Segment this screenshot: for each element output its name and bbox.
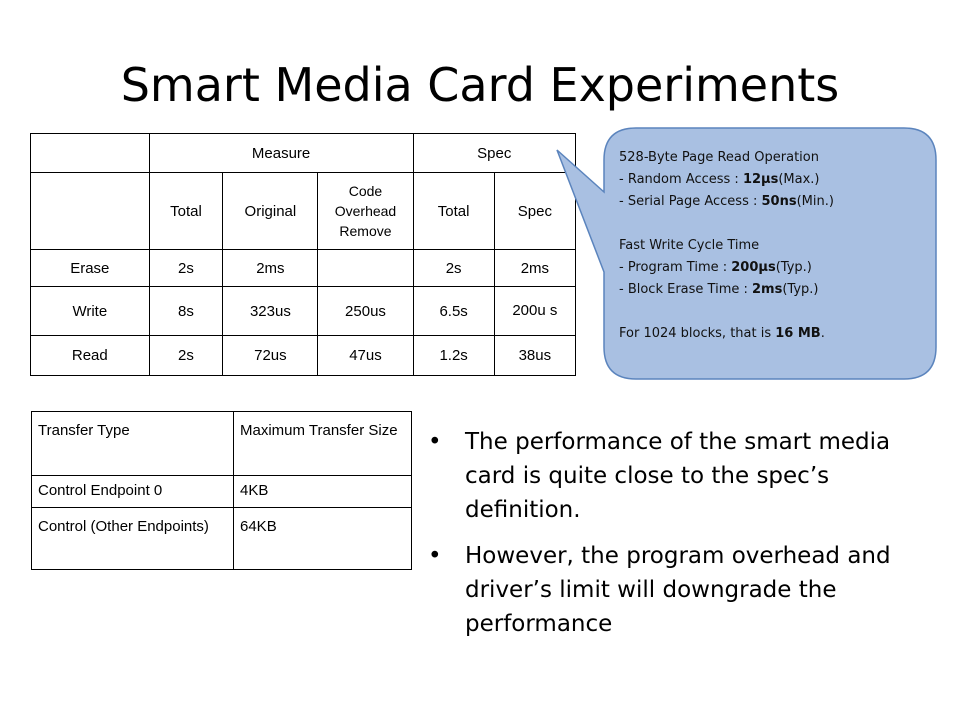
table-cell: 1.2s [412,335,495,376]
table-cell: 2s [148,335,224,376]
table-cell: 6.5s [412,286,495,336]
bullet-item: • The performance of the smart media car… [428,425,928,527]
table-cell [317,249,414,287]
bullet-text: The performance of the smart media card … [465,429,891,523]
table-header-cell: Maximum Transfer Size [233,411,412,476]
callout-line: - Serial Page Access : 50ns(Min.) [619,194,834,209]
table-header-measure: Measure [148,133,414,173]
table-header-row: Measure Spec [30,133,577,173]
table-cell: 250us [317,286,414,336]
table-cell: 4KB [233,475,412,508]
slide-title: Smart Media Card Experiments [120,58,840,112]
table-cell: 200u s [493,286,577,336]
table-cell: 72us [222,335,319,376]
transfer-table: Transfer Type Maximum Transfer Size Cont… [31,411,412,570]
table-cell: 8s [148,286,224,336]
table-row-label: Write [30,286,150,336]
bullet-glyph: • [428,543,442,569]
callout-line [619,301,919,323]
table-subheader-cell: Original [222,172,319,250]
callout-line: 528-Byte Page Read Operation [619,150,819,165]
table-subheader-cell: Spec [493,172,577,250]
bullet-text: However, the program overhead and driver… [465,543,891,637]
table-subheader-cell: Total [148,172,224,250]
table-cell: 323us [222,286,319,336]
table-subheader-row: Total Original Code Overhead Remove Tota… [30,172,577,250]
table-row: Read 2s 72us 47us 1.2s 38us [30,335,577,376]
callout-line: For 1024 blocks, that is 16 MB. [619,326,825,341]
table-row: Write 8s 323us 250us 6.5s 200u s [30,286,577,336]
table-cell: Control (Other Endpoints) [31,507,234,570]
table-subheader-cell: Total [412,172,495,250]
callout-text: 528-Byte Page Read Operation - Random Ac… [619,147,919,345]
table-cell: Control Endpoint 0 [31,475,234,508]
table-row: Control Endpoint 0 4KB [31,475,412,508]
table-subheader-cell: Code Overhead Remove [317,172,414,250]
callout-line: Fast Write Cycle Time [619,238,760,253]
table-cell [30,133,150,173]
bullet-list: • The performance of the smart media car… [428,425,928,653]
bullet-glyph: • [428,429,442,455]
table-header-spec: Spec [412,133,577,173]
table-row-label: Erase [30,249,150,287]
table-cell: 2s [412,249,495,287]
table-cell: 38us [493,335,577,376]
table-cell: 47us [317,335,414,376]
table-row: Erase 2s 2ms 2s 2ms [30,249,577,287]
table-cell: 2s [148,249,224,287]
callout-line: - Program Time : 200µs(Typ.) [619,260,812,275]
performance-table: Measure Spec Total Original Code Overhea… [30,133,577,376]
callout-line: - Random Access : 12µs(Max.) [619,172,820,187]
table-cell: 2ms [493,249,577,287]
table-row: Control (Other Endpoints) 64KB [31,507,412,570]
table-header-row: Transfer Type Maximum Transfer Size [31,411,412,476]
table-header-cell: Transfer Type [31,411,234,476]
table-row-label: Read [30,335,150,376]
bullet-item: • However, the program overhead and driv… [428,539,928,641]
callout-line: - Block Erase Time : 2ms(Typ.) [619,282,819,297]
table-cell: 2ms [222,249,319,287]
table-cell: 64KB [233,507,412,570]
table-cell [30,172,150,250]
callout-line [619,213,919,235]
